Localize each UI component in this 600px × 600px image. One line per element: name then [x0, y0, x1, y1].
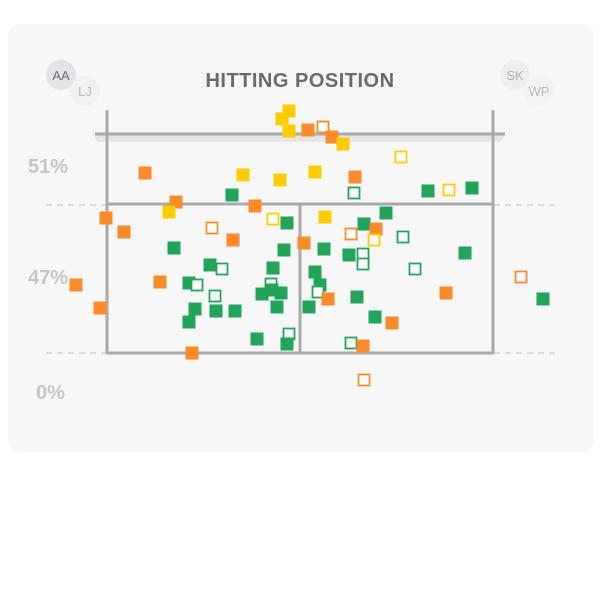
hit-mark-yellow-outline [442, 183, 456, 197]
hit-mark-yellow-filled [318, 210, 332, 224]
hit-mark-orange-outline [514, 270, 528, 284]
hit-mark-orange-filled [348, 170, 362, 184]
hit-mark-orange-filled [93, 301, 107, 315]
hit-mark-orange-filled [385, 316, 399, 330]
hit-mark-green-filled [308, 265, 322, 279]
hit-mark-orange-filled [248, 199, 262, 213]
hit-mark-orange-filled [117, 225, 131, 239]
hit-mark-green-filled [280, 216, 294, 230]
hit-mark-green-filled [182, 315, 196, 329]
player-avatar-wp[interactable]: WP [524, 76, 554, 106]
hit-mark-green-filled [277, 243, 291, 257]
hit-mark-yellow-outline [266, 212, 280, 226]
hit-mark-green-outline [408, 262, 422, 276]
y-label-51: 51% [28, 156, 69, 178]
hit-mark-green-filled [225, 188, 239, 202]
hit-mark-green-outline [311, 285, 325, 299]
hit-mark-green-outline [215, 262, 229, 276]
hit-mark-green-filled [421, 184, 435, 198]
hit-mark-green-filled [255, 287, 269, 301]
hit-mark-green-filled [167, 241, 181, 255]
hit-mark-orange-outline [344, 227, 358, 241]
hit-mark-yellow-outline [367, 233, 381, 247]
hit-mark-yellow-filled [275, 112, 289, 126]
hit-mark-green-outline [190, 278, 204, 292]
hit-mark-orange-filled [297, 236, 311, 250]
hit-mark-green-filled [368, 310, 382, 324]
hit-mark-orange-filled [185, 346, 199, 360]
hit-mark-green-filled [274, 286, 288, 300]
hit-mark-green-filled [270, 300, 284, 314]
net-band [92, 134, 506, 142]
y-label-47: 47% [28, 267, 69, 289]
hit-mark-green-filled [379, 206, 393, 220]
hit-mark-green-outline [344, 336, 358, 350]
hit-mark-orange-filled [325, 130, 339, 144]
hit-mark-yellow-outline [394, 150, 408, 164]
hit-mark-green-filled [357, 217, 371, 231]
hit-mark-green-filled [342, 248, 356, 262]
hit-mark-orange-filled [226, 233, 240, 247]
hit-mark-orange-filled [439, 286, 453, 300]
page-title: HITTING POSITION [205, 70, 395, 92]
hit-mark-green-outline [208, 289, 222, 303]
hit-mark-yellow-filled [336, 137, 350, 151]
hit-mark-green-filled [302, 300, 316, 314]
hit-mark-green-filled [188, 302, 202, 316]
hit-mark-yellow-filled [236, 168, 250, 182]
hit-mark-orange-filled [138, 166, 152, 180]
hit-mark-yellow-filled [273, 173, 287, 187]
hit-mark-orange-outline [316, 120, 330, 134]
hit-mark-orange-filled [99, 211, 113, 225]
y-label-0: 0% [36, 382, 65, 404]
hit-mark-orange-filled [321, 292, 335, 306]
hit-mark-orange-filled [169, 195, 183, 209]
hit-mark-green-filled [465, 181, 479, 195]
hit-mark-orange-filled [356, 339, 370, 353]
hit-mark-yellow-filled [308, 165, 322, 179]
hit-mark-green-filled [317, 242, 331, 256]
player-avatar-aa[interactable]: AA [46, 60, 76, 90]
hit-mark-green-filled [458, 246, 472, 260]
hit-mark-green-outline [356, 257, 370, 271]
hit-mark-green-filled [280, 337, 294, 351]
hit-mark-green-outline [347, 186, 361, 200]
hit-mark-green-filled [250, 332, 264, 346]
hit-mark-green-filled [536, 292, 550, 306]
hit-mark-orange-outline [205, 221, 219, 235]
hit-mark-orange-filled [69, 278, 83, 292]
hit-mark-yellow-filled [282, 124, 296, 138]
hit-mark-orange-outline [357, 373, 371, 387]
hit-mark-green-filled [228, 304, 242, 318]
hit-mark-orange-filled [369, 222, 383, 236]
hit-mark-green-outline [396, 230, 410, 244]
hit-mark-orange-filled [301, 123, 315, 137]
player-avatar-lj[interactable]: LJ [70, 76, 100, 106]
hit-mark-orange-filled [153, 275, 167, 289]
hit-mark-green-filled [209, 304, 223, 318]
hit-mark-green-filled [203, 258, 217, 272]
hit-mark-green-filled [266, 261, 280, 275]
hit-marks [69, 104, 550, 387]
hit-mark-yellow-filled [162, 205, 176, 219]
hit-mark-green-filled [350, 290, 364, 304]
